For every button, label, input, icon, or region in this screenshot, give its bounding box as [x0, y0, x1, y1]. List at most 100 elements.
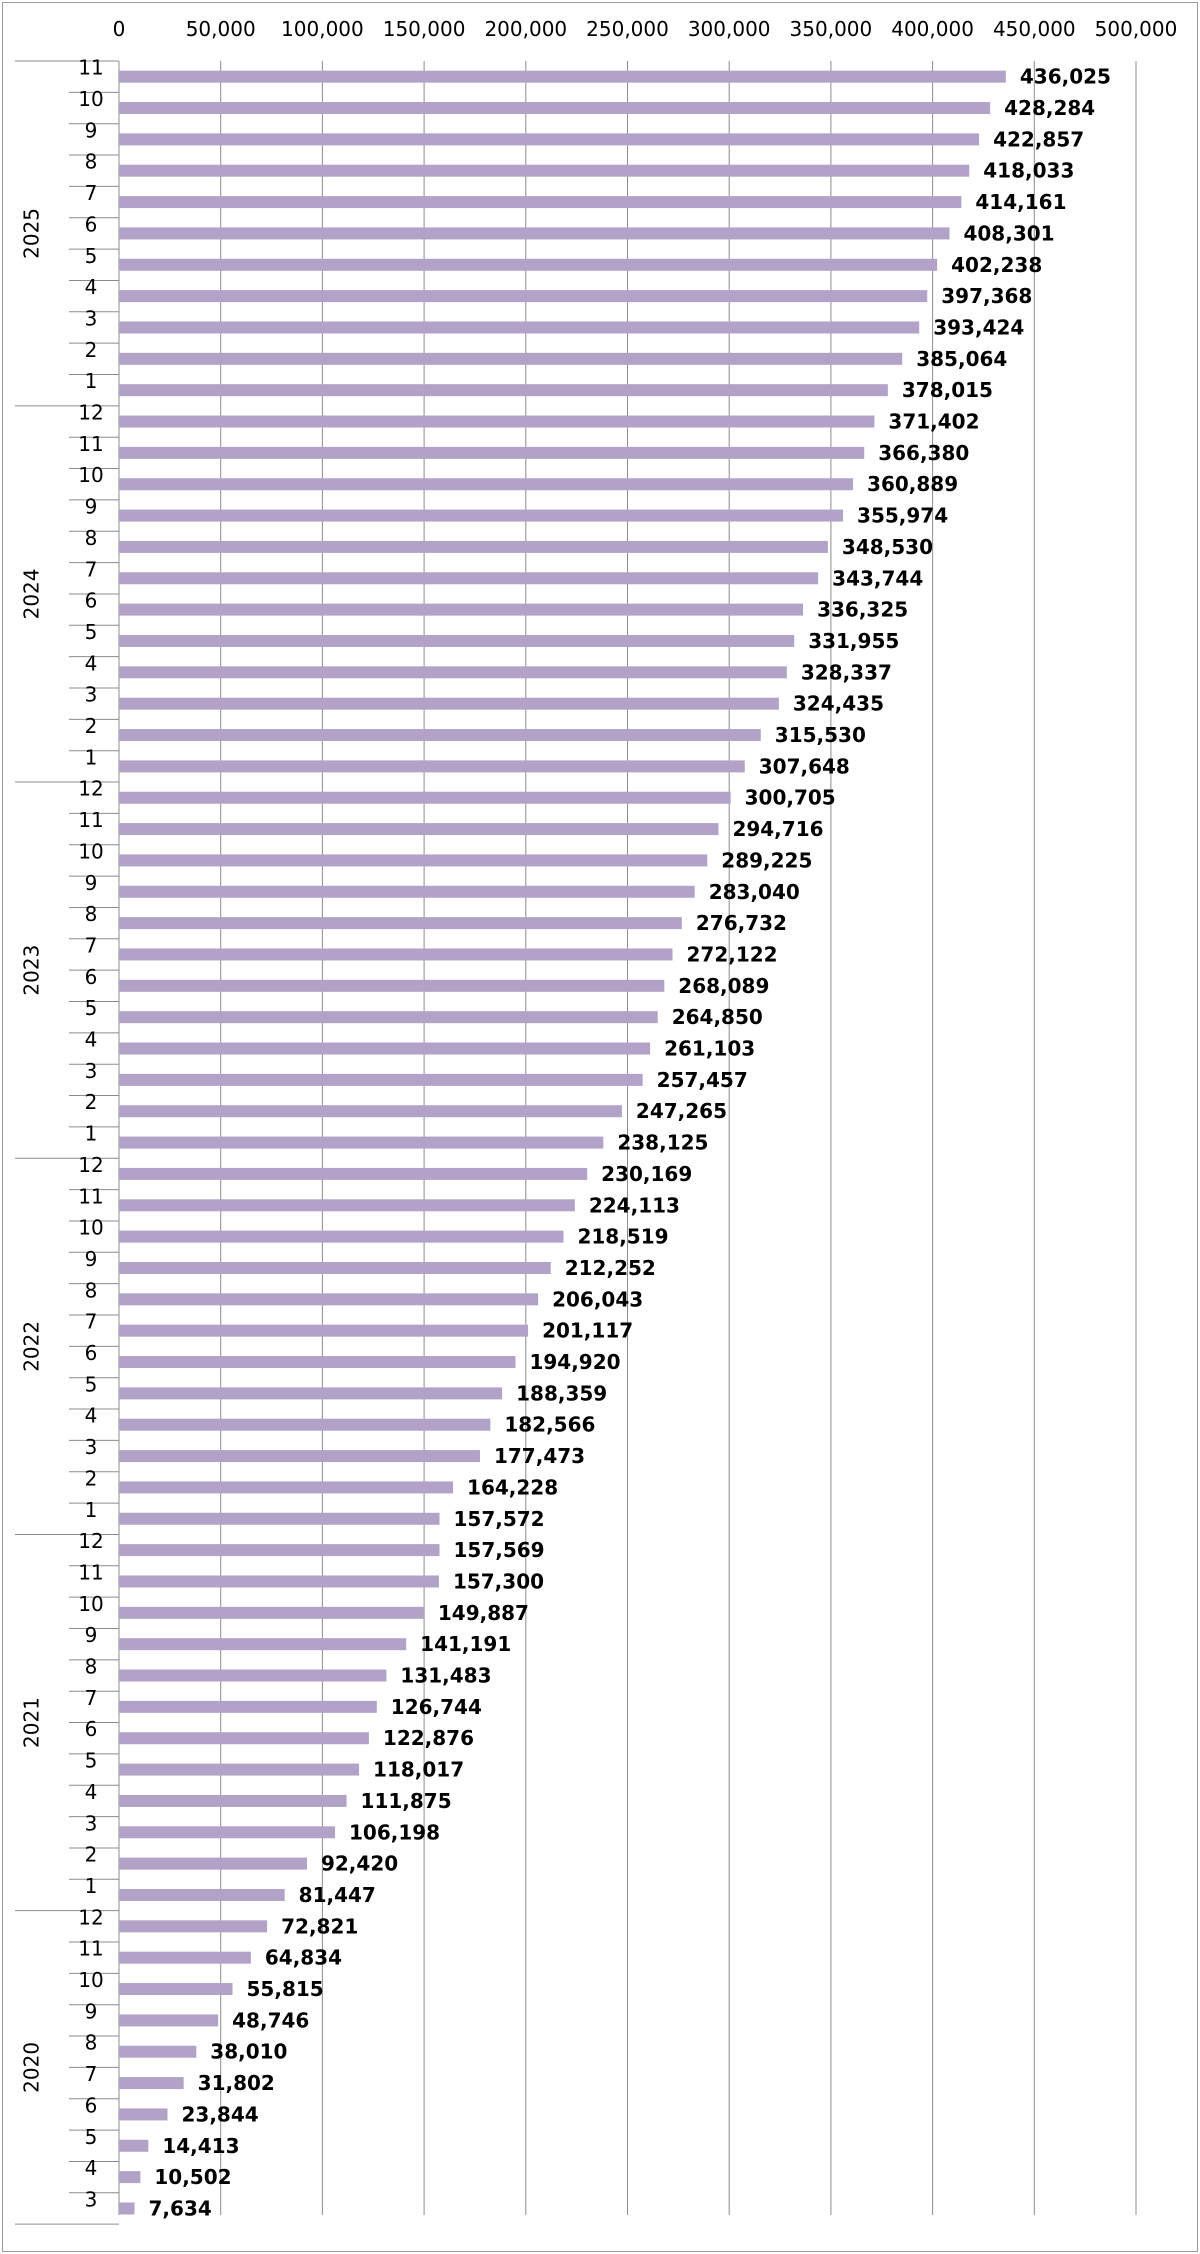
- month-label: 4: [85, 275, 98, 299]
- month-label: 8: [85, 1278, 98, 1302]
- bar: [119, 1105, 622, 1118]
- bar: [119, 1763, 360, 1776]
- category-axis: 1110987654321202512111098765432120241211…: [15, 56, 120, 2225]
- data-label: 23,844: [181, 2102, 258, 2126]
- data-label: 212,252: [565, 1256, 656, 1280]
- x-tick-label: 350,000: [790, 17, 873, 41]
- bar: [119, 2077, 184, 2090]
- bar: [119, 1418, 491, 1431]
- bar: [119, 1324, 529, 1337]
- data-label: 294,716: [732, 817, 823, 841]
- month-label: 9: [85, 118, 98, 142]
- data-label: 111,875: [361, 1789, 452, 1813]
- month-label: 10: [78, 87, 103, 111]
- bar: [119, 352, 903, 365]
- bar: [119, 854, 708, 867]
- data-label: 360,889: [867, 472, 958, 496]
- month-label: 3: [85, 1435, 98, 1459]
- bar: [119, 1167, 588, 1180]
- x-tick-label: 500,000: [1095, 17, 1178, 41]
- bar: [119, 540, 828, 553]
- data-label: 408,301: [963, 221, 1054, 245]
- month-label: 11: [78, 808, 103, 832]
- bar: [119, 1888, 285, 1901]
- data-label: 272,122: [686, 942, 777, 966]
- bar: [119, 2202, 135, 2215]
- month-label: 7: [85, 933, 98, 957]
- month-label: 2: [85, 1843, 98, 1867]
- month-label: 11: [78, 432, 103, 456]
- bar: [119, 760, 745, 773]
- bar: [119, 1732, 369, 1745]
- data-label: 122,876: [383, 1726, 474, 1750]
- month-label: 9: [85, 871, 98, 895]
- bar: [119, 1794, 347, 1807]
- month-label: 3: [85, 2187, 98, 2211]
- year-label: 2025: [20, 208, 44, 259]
- data-label: 289,225: [721, 848, 812, 872]
- data-label: 264,850: [672, 1005, 763, 1029]
- bar: [119, 102, 991, 115]
- bar: [119, 885, 695, 898]
- month-label: 1: [85, 1122, 98, 1146]
- bar: [119, 509, 844, 522]
- bar: [119, 70, 1006, 83]
- bar: [119, 2045, 197, 2058]
- month-label: 3: [85, 1811, 98, 1835]
- data-label: 436,025: [1020, 65, 1111, 89]
- bar: [119, 1826, 336, 1839]
- x-tick-label: 450,000: [993, 17, 1076, 41]
- bar: [119, 1544, 440, 1557]
- bar: [119, 1261, 551, 1274]
- data-label: 366,380: [878, 441, 969, 465]
- x-axis-ticks: 0 50,000 100,000 150,000 200,000 250,000 300,0…: [113, 17, 1178, 41]
- year-label: 2023: [20, 945, 44, 996]
- month-label: 5: [85, 2125, 98, 2149]
- bar: [119, 1638, 407, 1651]
- bar: [119, 227, 950, 240]
- month-label: 6: [85, 1341, 98, 1365]
- bar: [119, 1356, 516, 1369]
- data-label: 331,955: [808, 629, 899, 653]
- x-tick-label: 300,000: [688, 17, 771, 41]
- month-label: 11: [78, 1937, 103, 1961]
- bar: [119, 133, 980, 146]
- data-label: 157,572: [454, 1507, 545, 1531]
- bar: [119, 666, 787, 679]
- month-label: 12: [78, 1905, 103, 1929]
- bar: [119, 478, 854, 491]
- month-label: 2: [85, 1090, 98, 1114]
- month-label: 8: [85, 902, 98, 926]
- month-label: 7: [85, 181, 98, 205]
- month-label: 2: [85, 714, 98, 738]
- bar: [119, 1669, 387, 1682]
- month-label: 6: [85, 2093, 98, 2117]
- data-label: 247,265: [636, 1099, 727, 1123]
- data-label: 315,530: [775, 723, 866, 747]
- month-label: 5: [85, 1749, 98, 1773]
- month-label: 5: [85, 1372, 98, 1396]
- month-label: 11: [78, 1184, 103, 1208]
- month-label: 7: [85, 557, 98, 581]
- data-label: 131,483: [400, 1664, 491, 1688]
- data-label: 355,974: [857, 504, 948, 528]
- month-label: 12: [78, 777, 103, 801]
- data-label: 218,519: [577, 1225, 668, 1249]
- bar: [119, 572, 819, 585]
- data-label: 385,064: [916, 347, 1007, 371]
- month-label: 1: [85, 745, 98, 769]
- bar: [119, 1042, 651, 1055]
- bar: [119, 1951, 251, 1964]
- bar: [119, 1073, 643, 1086]
- data-label: 182,566: [504, 1413, 595, 1437]
- data-label: 31,802: [198, 2071, 275, 2095]
- bar: [119, 1481, 454, 1494]
- data-label: 343,744: [832, 566, 923, 590]
- month-label: 5: [85, 620, 98, 644]
- bar: [119, 1387, 503, 1400]
- month-label: 9: [85, 1247, 98, 1271]
- bar: [119, 321, 920, 334]
- month-label: 8: [85, 1655, 98, 1679]
- bar: [119, 1199, 575, 1212]
